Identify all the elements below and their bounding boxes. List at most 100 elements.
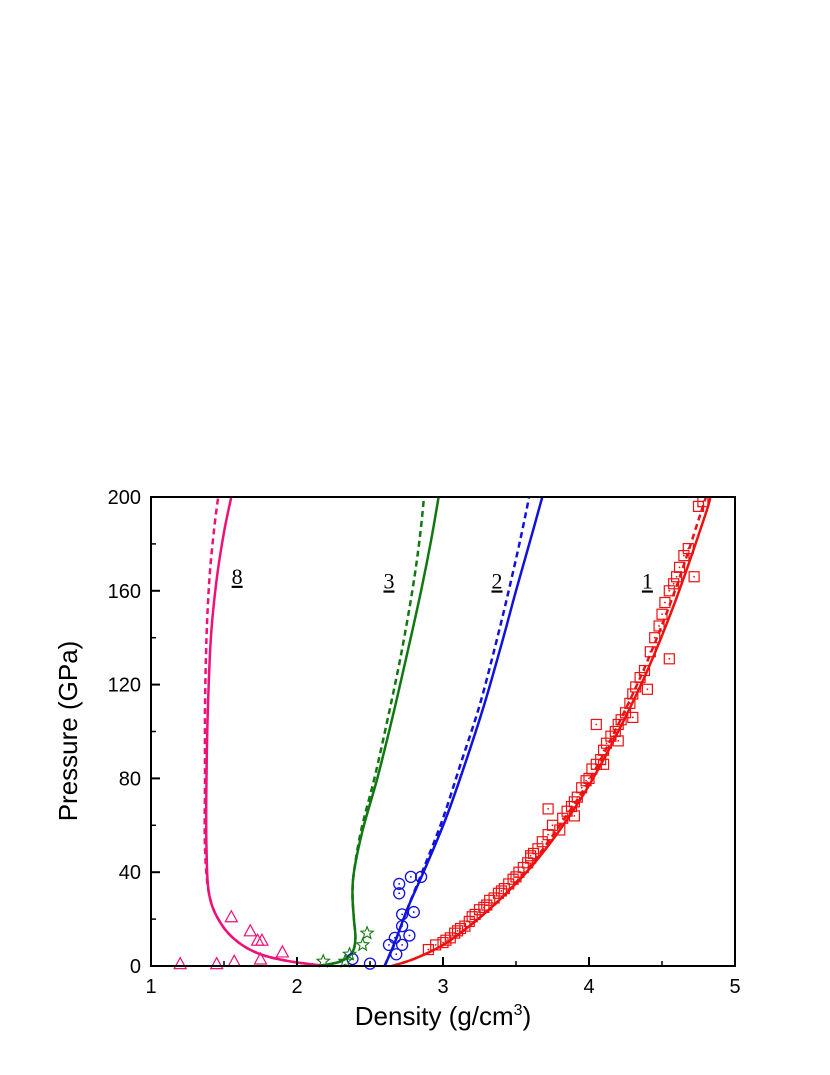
series-1-data-point: [466, 911, 478, 923]
x-axis-title: Density (g/cm3): [355, 1001, 532, 1031]
series-8-data-point: [254, 932, 269, 946]
series-1-data-point: [649, 632, 661, 644]
series-8-data-point: [275, 944, 290, 958]
series-1-data-point: [627, 711, 639, 724]
series-8-data-point: [173, 956, 188, 970]
series-2-data-point: [404, 870, 418, 884]
series-1-data-point: [590, 718, 602, 731]
series-2-data-point: [407, 905, 420, 919]
series-1-data-point: [600, 737, 613, 749]
curve-label-8: 8: [232, 564, 243, 589]
x-tick-label: 4: [583, 976, 594, 998]
series-layer: [203, 497, 712, 966]
series-1-data-point: [670, 571, 683, 583]
series-1-data-point: [583, 772, 595, 785]
x-axis-title-main: Density (g/cm: [355, 1001, 514, 1031]
series-2-data-point: [393, 877, 406, 891]
series-1-data-point: [641, 683, 654, 695]
series-1-data-point: [557, 812, 569, 824]
series-8-data-point: [243, 923, 258, 937]
series-1-dashed-curve: [391, 497, 708, 966]
series-2-solid-curve: [383, 497, 544, 966]
y-axis-title: Pressure (GPa): [53, 641, 83, 822]
series-1-data-point: [663, 653, 675, 665]
series-8-dashed-curve: [203, 497, 327, 966]
series-1-data-point: [659, 596, 671, 609]
series-1-data-point: [653, 620, 665, 632]
series-1-data-point: [554, 824, 566, 836]
x-tick-label: 1: [145, 976, 156, 998]
series-1-data-point: [624, 697, 636, 709]
series-1-data-point: [507, 873, 519, 885]
series-2-data-point: [393, 887, 406, 900]
series-1-data-point: [536, 836, 548, 848]
series-1-data-point: [656, 608, 668, 620]
series-1-data-point: [542, 803, 554, 815]
series-1-data-point: [615, 714, 627, 726]
series-2-dashed-curve: [383, 497, 531, 966]
series-2-data-point: [395, 938, 409, 952]
series-3-data-point: [315, 953, 331, 968]
series-1-data-point: [638, 664, 651, 677]
series-2-data-point: [390, 948, 403, 961]
series-1-data-point: [597, 758, 610, 770]
y-tick-label: 160: [108, 581, 141, 603]
series-8-data-point: [253, 951, 268, 965]
x-axis-title-tail: ): [523, 1001, 532, 1031]
series-1-data-point: [597, 744, 610, 756]
x-axis-title-superscript: 3: [514, 1002, 523, 1019]
y-tick-label: 120: [108, 675, 141, 697]
series-1-data-point: [542, 829, 554, 841]
series-8-solid-curve: [204, 497, 327, 966]
series-8-data-point: [227, 954, 242, 967]
series-1-data-point: [571, 791, 583, 803]
series-8-data-point: [224, 909, 239, 923]
series-3-data-point: [341, 946, 358, 961]
series-3-data-point: [359, 925, 375, 940]
y-tick-label: 0: [130, 956, 141, 978]
series-1-solid-curve: [391, 497, 712, 966]
series-1-data-point: [673, 561, 686, 573]
series-1-data-point: [634, 671, 646, 684]
series-8-data-point: [209, 956, 224, 970]
series-3-dashed-curve: [318, 497, 426, 966]
series-1-data-point: [580, 775, 592, 787]
x-tick-label: 5: [729, 976, 740, 998]
series-2-data-point: [414, 870, 428, 884]
series-1-data-point: [568, 810, 581, 822]
series-1-data-point: [668, 578, 680, 590]
series-1-data-point: [630, 681, 642, 693]
series-1-data-point: [524, 850, 537, 862]
series-3-data-point: [355, 936, 371, 952]
tick-layer: 1 2 3 4 5 0 40 80 120 160 200: [108, 487, 741, 998]
series-2-data-point: [388, 931, 401, 945]
series-1-data-point: [612, 735, 624, 747]
series-1-data-point: [627, 688, 639, 700]
series-1-data-point: [609, 725, 621, 738]
series-3-solid-curve: [318, 497, 440, 966]
series-2-data-point: [395, 908, 409, 921]
curve-label-3: 3: [383, 568, 394, 593]
marker-layer: [173, 496, 709, 970]
x-tick-label: 3: [437, 976, 448, 998]
curve-label-1: 1: [642, 568, 653, 593]
series-1-data-point: [644, 646, 656, 658]
series-1-data-point: [663, 585, 675, 597]
series-3-data-point: [337, 953, 353, 968]
y-tick-label: 80: [119, 768, 141, 790]
series-2-data-point: [403, 929, 416, 942]
series-1-data-point: [478, 901, 490, 913]
series-1-data-point: [682, 542, 694, 555]
curve-label-2: 2: [492, 568, 503, 593]
series-1-data-point: [688, 571, 700, 583]
series-1-data-point: [532, 843, 544, 855]
x-tick-label: 2: [291, 976, 302, 998]
curve-label-layer: 8 3 2 1: [232, 564, 653, 594]
y-tick-label: 40: [119, 862, 141, 884]
y-tick-label: 200: [108, 487, 141, 509]
series-1-data-point: [678, 550, 690, 562]
series-1-data-point: [576, 782, 588, 794]
series-2-data-point: [395, 919, 409, 933]
series-1-data-point: [495, 885, 507, 897]
